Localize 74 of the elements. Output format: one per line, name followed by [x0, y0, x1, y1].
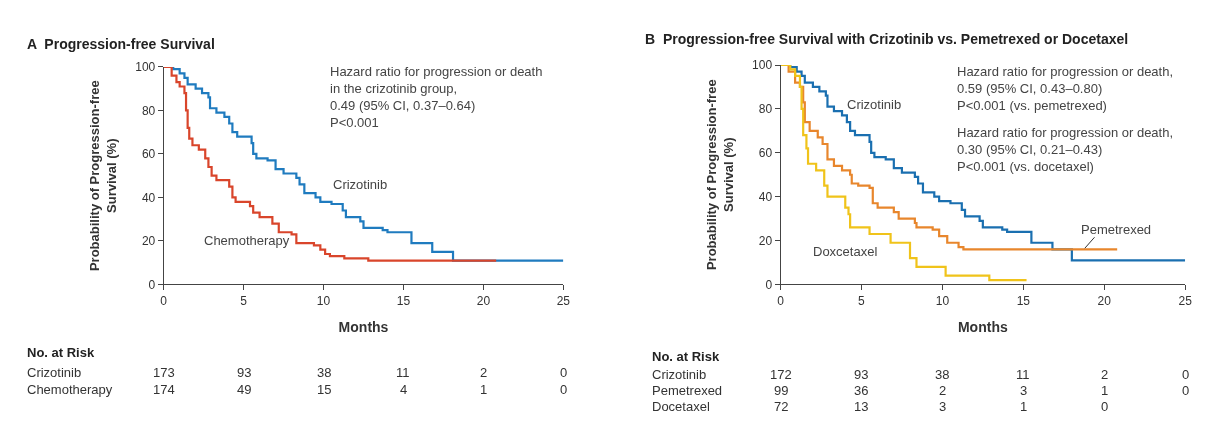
text: 0	[560, 382, 568, 397]
x-tick-label: 0	[777, 293, 785, 308]
series-label: Chemotherapy	[204, 233, 290, 248]
x-tick-label: 25	[1178, 293, 1193, 308]
x-axis-title: Months	[338, 319, 389, 336]
y-tick-label: 40	[758, 189, 773, 204]
text: 11	[1016, 367, 1030, 382]
text: 93	[237, 365, 252, 380]
x-tick-label: 0	[160, 293, 168, 308]
text: 38	[317, 365, 332, 380]
text: Docetaxel	[652, 399, 710, 414]
x-tick-label: 20	[1097, 293, 1112, 308]
chart-title: A Progression-free Survival	[27, 36, 215, 52]
text: 1	[1020, 399, 1028, 414]
y-tick-label: 0	[148, 277, 156, 292]
text: 36	[854, 383, 869, 398]
text: 174	[153, 382, 175, 397]
text: 1	[480, 382, 488, 397]
y-tick-label: 20	[141, 234, 156, 249]
y-tick-label: 100	[135, 60, 156, 75]
x-tick-label: 25	[556, 293, 571, 308]
y-tick-label: 60	[758, 145, 773, 160]
y-tick-label: 80	[141, 103, 156, 118]
text: 3	[1020, 383, 1028, 398]
text: 2	[939, 383, 947, 398]
y-axis-title: Probability of Progression-free Survival (%)	[704, 79, 737, 271]
text: 2	[480, 365, 488, 380]
series-label: Crizotinib	[847, 97, 902, 112]
text: 13	[854, 399, 869, 414]
annotation: Hazard ratio for progression or death in the crizotinib group, 0.49 (95% CI, 0.37–0.64) P<0.001	[330, 64, 543, 130]
x-tick-label: 10	[316, 293, 331, 308]
text: 38	[935, 367, 950, 382]
y-tick-label: 100	[752, 58, 773, 73]
text: 11	[396, 365, 410, 380]
text: 15	[317, 382, 332, 397]
text: Pemetrexed	[652, 383, 723, 398]
text: 173	[153, 365, 175, 380]
y-tick-label: 40	[141, 190, 156, 205]
series-label: Doxcetaxel	[813, 244, 878, 259]
text: 4	[400, 382, 408, 397]
annotation: Hazard ratio for progression or death, 0.30 (95% CI, 0.21–0.43) P<0.001 (vs. docetaxel)	[957, 125, 1174, 174]
x-tick-label: 20	[476, 293, 491, 308]
text: 172	[770, 367, 792, 382]
y-tick-label: 80	[758, 102, 773, 117]
text: Crizotinib	[27, 365, 82, 380]
series-label: Crizotinib	[333, 177, 388, 192]
text: 0	[1101, 399, 1109, 414]
y-axis-title: Probability of Progression-free Survival (%)	[87, 80, 120, 272]
annotation: Hazard ratio for progression or death, 0.59 (95% CI, 0.43–0.80) P<0.001 (vs. pemetrexed)	[957, 64, 1174, 113]
y-tick-label: 60	[141, 147, 156, 162]
text: 2	[1101, 367, 1109, 382]
text: 0	[1182, 383, 1190, 398]
text: 0	[560, 365, 568, 380]
chart-title: B Progression-free Survival with Crizotinib vs. Pemetrexed or Docetaxel	[645, 31, 1129, 47]
x-axis-title: Months	[957, 319, 1008, 336]
x-tick-label: 15	[1016, 293, 1031, 308]
text: Crizotinib	[652, 367, 707, 382]
x-tick-label: 5	[240, 293, 248, 308]
text: 3	[939, 399, 947, 414]
text: No. at Risk	[652, 349, 720, 364]
text: 49	[237, 382, 252, 397]
text: Chemotherapy	[27, 382, 113, 397]
text: 93	[854, 367, 869, 382]
series-label: Pemetrexed	[1081, 222, 1152, 237]
x-tick-label: 15	[396, 293, 411, 308]
y-tick-label: 20	[758, 233, 773, 248]
x-tick-label: 10	[935, 293, 950, 308]
y-tick-label: 0	[765, 277, 773, 292]
text: 72	[774, 399, 789, 414]
x-tick-label: 5	[858, 293, 866, 308]
text: 99	[774, 383, 789, 398]
text: 1	[1101, 383, 1109, 398]
text: No. at Risk	[27, 345, 95, 360]
text: 0	[1182, 367, 1190, 382]
